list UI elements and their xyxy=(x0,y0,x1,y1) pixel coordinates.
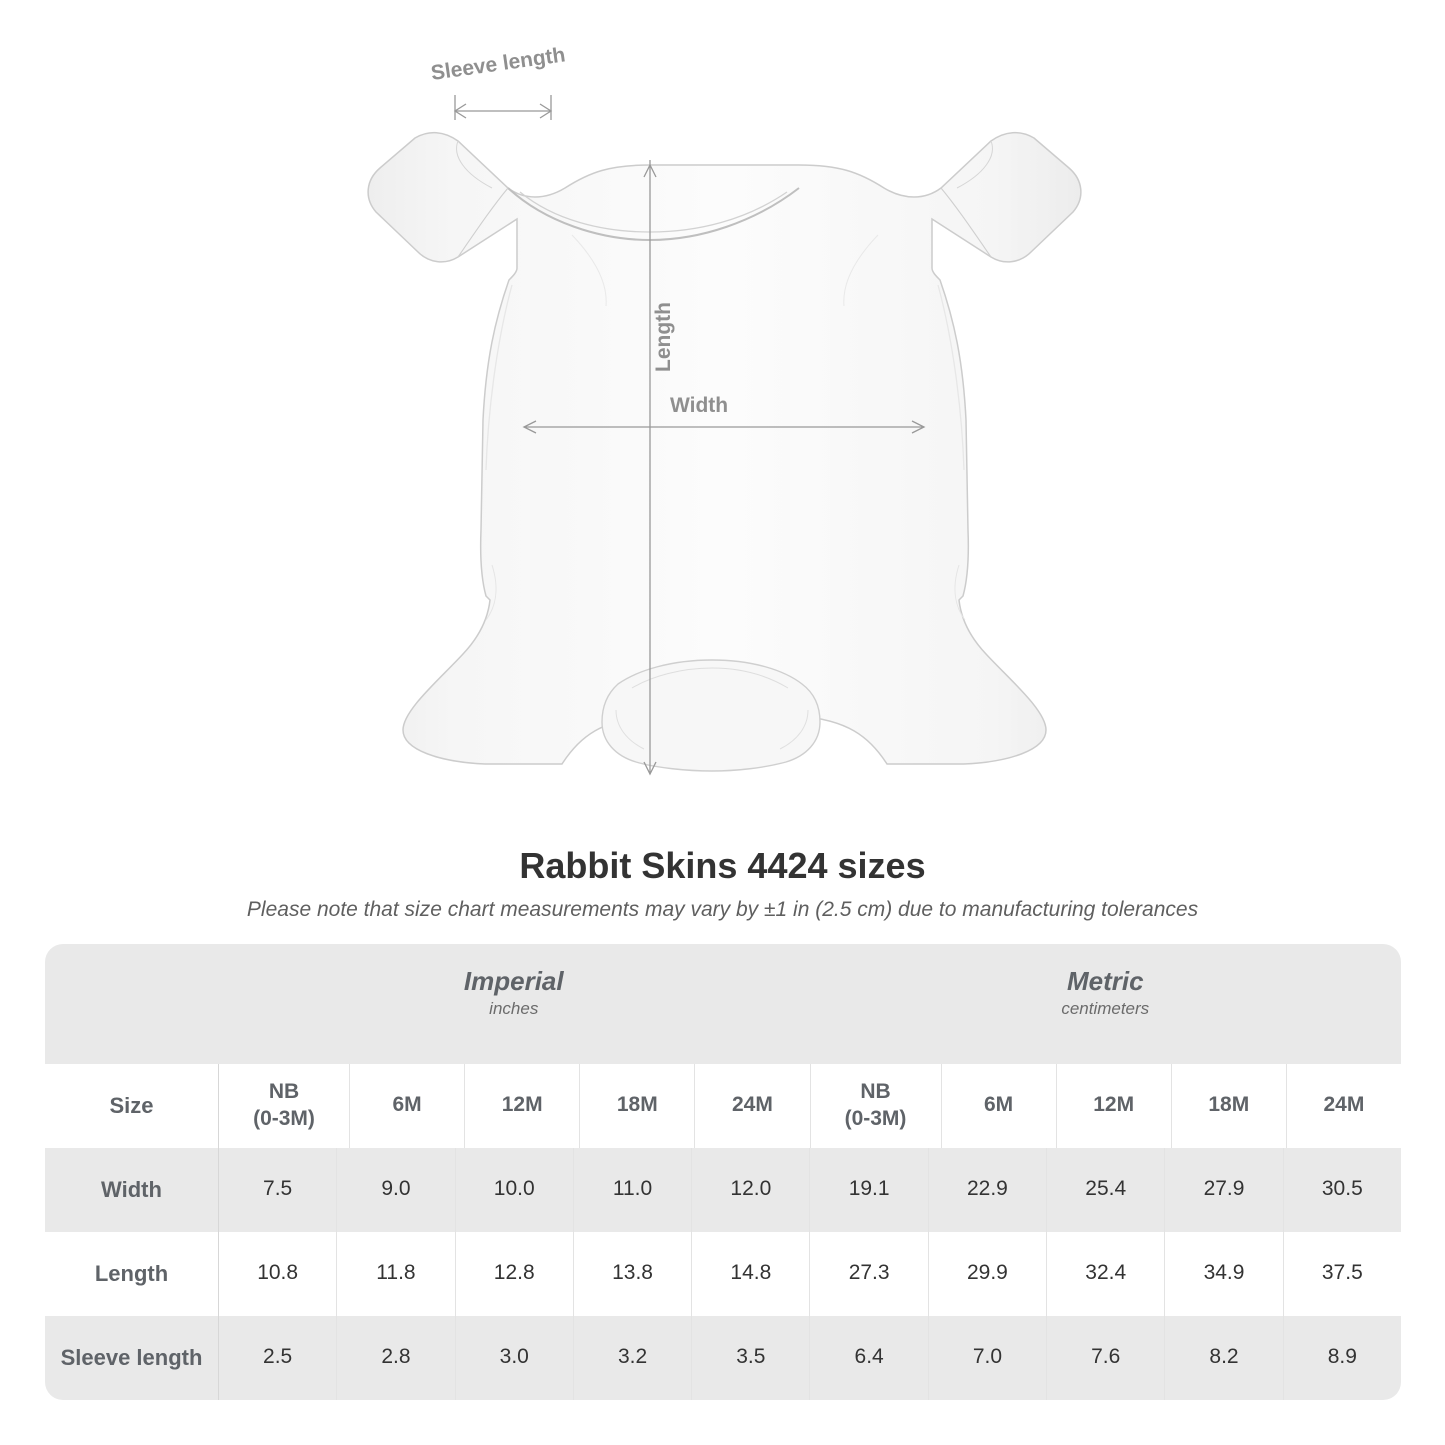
svg-text:Width: Width xyxy=(670,394,728,417)
svg-text:Sleeve length: Sleeve length xyxy=(429,43,566,85)
svg-text:Length: Length xyxy=(652,302,675,372)
